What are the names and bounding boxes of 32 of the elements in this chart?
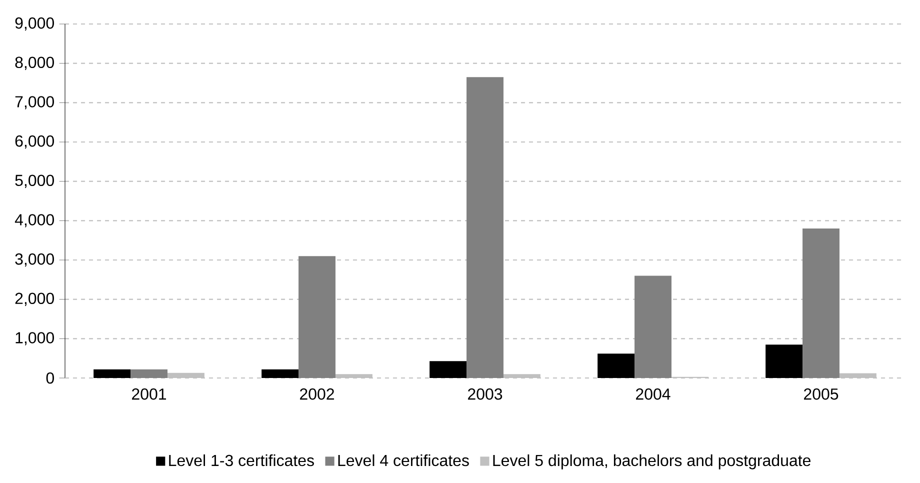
x-tick-label: 2002 (300, 388, 334, 400)
bar (130, 369, 168, 378)
bar (167, 372, 204, 378)
legend-label: Level 5 diploma, bachelors and postgraduate (493, 454, 810, 470)
y-tick-label: 4,000 (14, 214, 54, 228)
bar (839, 373, 876, 378)
y-tick-label: 5,000 (15, 174, 54, 188)
x-tick-label: 2005 (804, 388, 838, 400)
bar (430, 361, 467, 378)
x-tick-label: 2003 (468, 388, 502, 400)
bar (466, 77, 504, 378)
bar (802, 228, 840, 378)
bar (335, 374, 372, 378)
bar (503, 374, 540, 378)
x-tick-label: 2004 (636, 388, 670, 400)
bar (94, 369, 131, 378)
x-tick-label: 2001 (132, 388, 166, 400)
y-tick-label: 9,000 (15, 17, 54, 31)
legend-label: Level 1-3 certificates (169, 454, 314, 466)
legend-label: Level 4 certificates (338, 454, 469, 466)
bar (766, 344, 803, 378)
bar (262, 369, 299, 378)
y-tick-label: 0 (46, 372, 54, 384)
y-tick-label: 8,000 (15, 56, 54, 70)
bar (634, 276, 672, 378)
y-tick-label: 2,000 (15, 292, 54, 306)
y-tick-label: 6,000 (15, 135, 54, 149)
y-tick-label: 3,000 (15, 253, 54, 267)
y-tick-label: 7,000 (15, 96, 54, 110)
y-tick-label: 1,000 (16, 332, 54, 346)
bar (298, 256, 336, 378)
bar (598, 354, 635, 378)
